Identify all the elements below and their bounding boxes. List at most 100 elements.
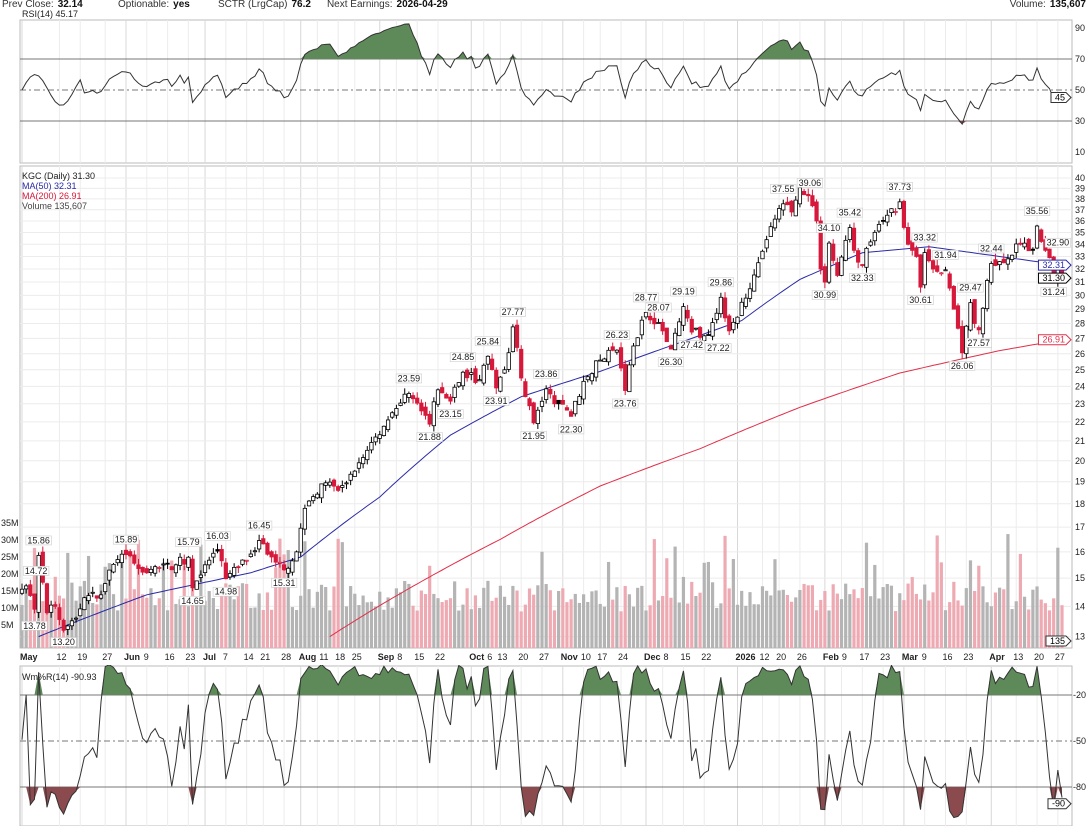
volume-bar — [844, 583, 848, 648]
x-tick-label: 8 — [397, 652, 402, 662]
annotation-label: 14.98 — [215, 587, 238, 597]
candle-body — [781, 203, 786, 211]
volume-bar — [1060, 605, 1064, 648]
candle-body — [689, 318, 694, 333]
annotation-label: 39.06 — [799, 178, 822, 188]
candle-body — [427, 413, 432, 425]
volume-bar — [873, 564, 877, 648]
price-tick-label: 36 — [1075, 216, 1085, 226]
volume-bar — [161, 562, 166, 648]
annotation-label: 26.06 — [951, 361, 974, 371]
candle-body — [177, 556, 183, 566]
annotation-box — [678, 340, 705, 350]
annotation-box — [175, 537, 202, 548]
volume-bar — [111, 594, 116, 648]
candle-body — [415, 397, 420, 404]
annotation-label: 34.10 — [818, 223, 841, 233]
volume-tick-label: 15M — [1, 586, 19, 596]
volume-bar — [307, 589, 311, 648]
candle-body — [190, 558, 195, 589]
rsi-tick-label: 10 — [1075, 147, 1085, 157]
volume-bar — [810, 585, 814, 648]
volume-bar — [361, 595, 365, 648]
volume-bar — [428, 565, 432, 648]
candle-body — [901, 200, 907, 228]
candle-body — [548, 388, 553, 395]
grid — [19, 19, 1073, 826]
annotation-label: 26.30 — [660, 357, 683, 367]
candle-body — [868, 241, 873, 246]
candle-body — [527, 398, 532, 407]
annotation-label: 37.73 — [888, 182, 911, 192]
candle-body — [939, 272, 944, 275]
ma200-tag — [1037, 334, 1072, 346]
candle-body — [140, 566, 145, 573]
candle-body — [19, 588, 25, 594]
candle-body — [281, 564, 287, 571]
candle-body — [697, 327, 703, 338]
candle-body — [930, 260, 936, 270]
candle-body — [864, 247, 869, 268]
candle-body — [843, 239, 848, 261]
volume-bar — [286, 550, 290, 648]
volume-bar — [515, 590, 519, 648]
volume-bar — [128, 556, 132, 648]
volume-bar — [981, 586, 985, 648]
x-tick-label: 28 — [281, 652, 291, 662]
candle-body — [498, 376, 503, 392]
volume-bar — [211, 597, 215, 648]
annotation-label: 23.76 — [614, 399, 637, 409]
volume-bar — [769, 595, 773, 648]
annotation-box — [1023, 206, 1051, 216]
volume-bar — [136, 539, 141, 648]
volume-bar — [939, 562, 943, 648]
annotation-box — [179, 596, 206, 606]
volume-bar — [602, 606, 606, 648]
volume-bar — [511, 585, 515, 648]
volume-bar — [640, 585, 644, 648]
candle-body — [273, 554, 278, 563]
willr-line — [21, 663, 1063, 819]
volume-bar — [573, 593, 577, 648]
candle-body — [198, 574, 203, 578]
candle-body — [36, 555, 41, 613]
candle-body — [1047, 248, 1052, 259]
annotation-box — [204, 531, 231, 541]
candle-body — [128, 551, 133, 557]
candle-body — [157, 567, 162, 569]
annotation-label: 13.20 — [52, 637, 75, 647]
candle-body — [115, 559, 120, 564]
volume-bar — [444, 600, 448, 648]
volume-bar — [290, 607, 294, 648]
x-tick-label: 23 — [963, 652, 973, 662]
volume-bar — [686, 603, 690, 648]
volume-bar — [53, 576, 57, 648]
candle-body — [772, 218, 778, 229]
rsi-legend: RSI(14) 45.17 — [22, 9, 78, 19]
candle-body — [107, 569, 112, 581]
candle-body — [481, 364, 486, 384]
candle-body — [760, 250, 765, 260]
candle-body — [440, 387, 445, 394]
candle-body — [161, 563, 166, 566]
volume-header-label: Volume: — [1010, 0, 1046, 10]
candle-body — [735, 316, 740, 324]
annotation-box — [657, 357, 685, 367]
volume-bar — [948, 602, 952, 648]
rsi-tick-label: 70 — [1075, 54, 1085, 64]
candle-body — [419, 402, 424, 412]
candle-body — [1009, 254, 1015, 260]
x-tick-label: 9 — [144, 652, 149, 662]
volume-bar — [889, 585, 894, 648]
volume-bar — [998, 587, 1002, 648]
annotation-box — [533, 369, 560, 379]
candle-body — [73, 617, 79, 620]
candle-body — [677, 321, 682, 337]
x-tick-label: Nov — [561, 652, 578, 662]
volume-bar — [790, 601, 794, 648]
volume-tick-label: 20M — [1, 569, 19, 579]
ma50-tag — [1037, 259, 1072, 271]
volume-bar — [636, 587, 640, 648]
volume-bar — [960, 605, 964, 648]
volume-bar — [582, 594, 586, 648]
